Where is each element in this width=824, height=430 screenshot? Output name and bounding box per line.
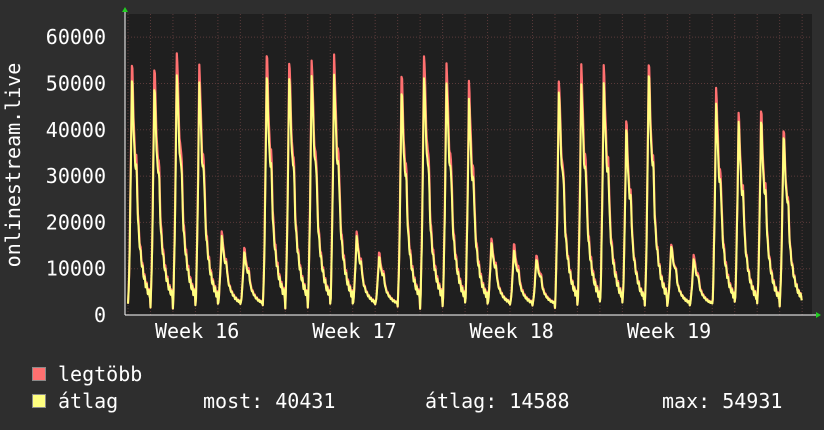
- traffic-chart: 0 10000 20000 30000 40000 50000 60000 onlinestr…: [1, 7, 821, 343]
- legend-item-avg: átlag: [32, 390, 118, 412]
- x-axis-arrow-icon: [816, 312, 821, 318]
- y-tick-label: 60000: [46, 25, 106, 49]
- x-tick-label: Week 16: [155, 319, 239, 343]
- y-tick-label: 30000: [46, 164, 106, 188]
- legend-label-avg: átlag: [58, 389, 119, 413]
- y-tick-label: 20000: [46, 210, 106, 234]
- y-axis-arrow-icon: [122, 7, 128, 12]
- legend-swatch-max: [32, 367, 46, 381]
- stat-maximum: max: 54931: [662, 389, 783, 413]
- stat-average: átlag: 14588: [425, 389, 570, 413]
- legend-swatch-avg: [32, 394, 46, 408]
- y-tick-label: 40000: [46, 118, 106, 142]
- x-tick-label: Week 17: [312, 319, 396, 343]
- x-tick-label: Week 19: [627, 319, 711, 343]
- stat-current: most: 40431: [203, 389, 336, 413]
- x-tick-label: Week 18: [470, 319, 554, 343]
- legend-label-max: legtöbb: [58, 362, 143, 386]
- y-tick-label: 10000: [46, 257, 106, 281]
- legend-item-max: legtöbb: [32, 363, 142, 385]
- y-tick-label: 0: [94, 303, 106, 327]
- y-axis-label: onlinestream.live: [1, 63, 25, 268]
- y-tick-label: 50000: [46, 71, 106, 95]
- series-avg-line: [127, 73, 803, 310]
